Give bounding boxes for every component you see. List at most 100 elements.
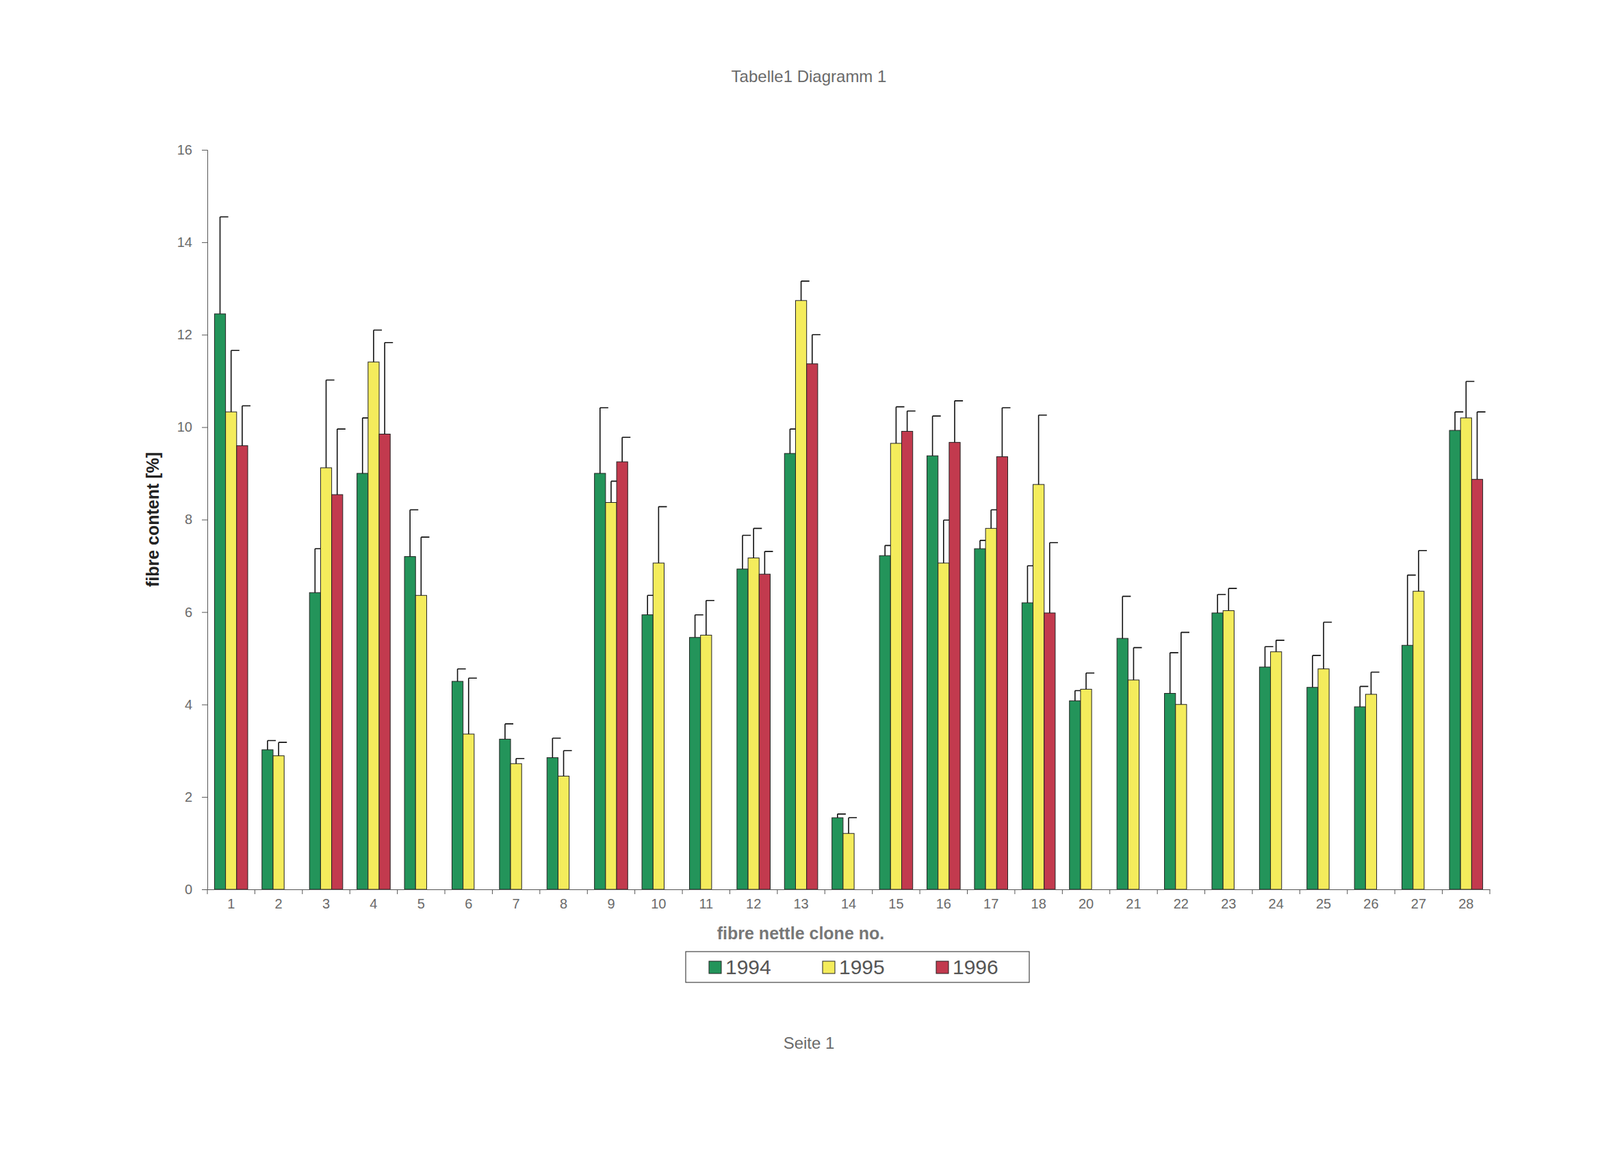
y-tick: 14 <box>177 234 208 250</box>
x-tick: 7 <box>512 889 521 912</box>
x-separator <box>1299 889 1301 895</box>
x-separator <box>1441 889 1443 895</box>
bar <box>1259 667 1271 890</box>
x-axis: 1234567891011121314151617182021222324252… <box>207 889 1491 912</box>
x-tick-label: 22 <box>1173 896 1189 912</box>
x-tick-label: 12 <box>745 896 761 912</box>
bar <box>938 563 950 890</box>
x-separator <box>1014 889 1015 895</box>
x-separator <box>1251 889 1253 895</box>
error-bar <box>932 416 941 456</box>
x-tick: 18 <box>1031 889 1047 912</box>
x-tick-label: 5 <box>417 896 425 912</box>
x-tick: 25 <box>1315 889 1332 912</box>
x-tick-label: 1 <box>227 896 235 912</box>
bar <box>236 445 248 890</box>
bar <box>331 494 343 890</box>
x-tick: 28 <box>1458 889 1474 912</box>
bar <box>379 434 391 890</box>
x-separator <box>349 889 351 895</box>
bar <box>689 637 701 890</box>
legend-box <box>685 951 1030 983</box>
x-tick-label: 28 <box>1458 896 1474 912</box>
y-tick-label: 0 <box>184 882 193 898</box>
x-tick: 13 <box>793 889 809 912</box>
bar <box>594 473 606 890</box>
bar <box>463 734 475 890</box>
x-separator <box>871 889 873 895</box>
y-axis-line <box>201 150 209 891</box>
x-tick-label: 7 <box>512 896 521 912</box>
bar <box>996 457 1008 890</box>
error-bar <box>622 437 631 462</box>
error-bar <box>231 350 240 412</box>
y-tick-label: 4 <box>184 697 193 713</box>
x-tick: 2 <box>275 889 283 912</box>
error-bar <box>954 401 963 443</box>
bar <box>758 574 770 890</box>
x-tick-label: 3 <box>322 896 330 912</box>
y-tick: 0 <box>184 882 208 898</box>
bar <box>974 548 986 890</box>
error-bar <box>267 740 276 751</box>
error-bar <box>1133 648 1142 681</box>
error-bar <box>1038 415 1048 485</box>
legend-swatch <box>936 961 949 974</box>
x-tick-label: 24 <box>1268 896 1284 912</box>
error-bar <box>457 669 467 682</box>
x-separator <box>729 889 731 895</box>
x-separator <box>492 889 493 895</box>
y-tick-label: 2 <box>184 789 193 805</box>
x-tick: 16 <box>936 889 952 912</box>
bar <box>737 569 748 890</box>
bar <box>1222 611 1234 890</box>
bar <box>1211 613 1223 890</box>
x-separator <box>824 889 826 895</box>
error-bar <box>658 507 667 564</box>
x-tick: 3 <box>322 889 330 912</box>
bar <box>879 555 891 890</box>
bar <box>368 362 380 890</box>
bar <box>1318 669 1329 890</box>
plot: 0246810121416123456789101112131415161718… <box>177 142 1491 912</box>
y-tick: 12 <box>177 327 208 343</box>
legend: 199419951996 <box>685 951 1030 983</box>
y-axis-title: fibre content [%] <box>143 452 163 588</box>
x-tick-label: 17 <box>983 896 999 912</box>
x-separator <box>444 889 446 895</box>
bar <box>784 453 796 890</box>
x-tick: 12 <box>745 889 761 912</box>
y-tick: 16 <box>177 142 208 158</box>
bar <box>985 528 997 890</box>
error-bar <box>1370 672 1379 694</box>
legend-item: 1994 <box>708 956 772 979</box>
x-tick-label: 15 <box>888 896 904 912</box>
bar <box>1164 693 1176 890</box>
error-bar <box>1476 411 1486 480</box>
y-tick: 4 <box>184 697 208 713</box>
x-separator <box>1204 889 1206 895</box>
error-bar <box>505 724 514 740</box>
error-bar <box>337 429 346 495</box>
legend-label: 1994 <box>725 956 772 979</box>
x-tick: 23 <box>1220 889 1236 912</box>
error-bar <box>1001 407 1011 458</box>
bar <box>1270 652 1282 890</box>
bar <box>949 442 961 890</box>
error-bar <box>907 411 916 432</box>
error-bar <box>373 329 382 363</box>
series-2 <box>236 334 1486 890</box>
error-bar <box>753 528 762 558</box>
y-tick-mark <box>201 704 208 706</box>
bar <box>1080 689 1092 890</box>
y-tick-label: 12 <box>177 327 193 343</box>
x-separator <box>207 889 209 895</box>
x-tick-label: 23 <box>1220 896 1236 912</box>
y-tick-label: 8 <box>184 511 193 527</box>
bar <box>1127 680 1139 890</box>
legend-label: 1995 <box>839 956 885 979</box>
bar <box>641 615 653 890</box>
error-bar <box>563 750 573 777</box>
bar <box>806 364 818 890</box>
x-separator <box>1346 889 1348 895</box>
